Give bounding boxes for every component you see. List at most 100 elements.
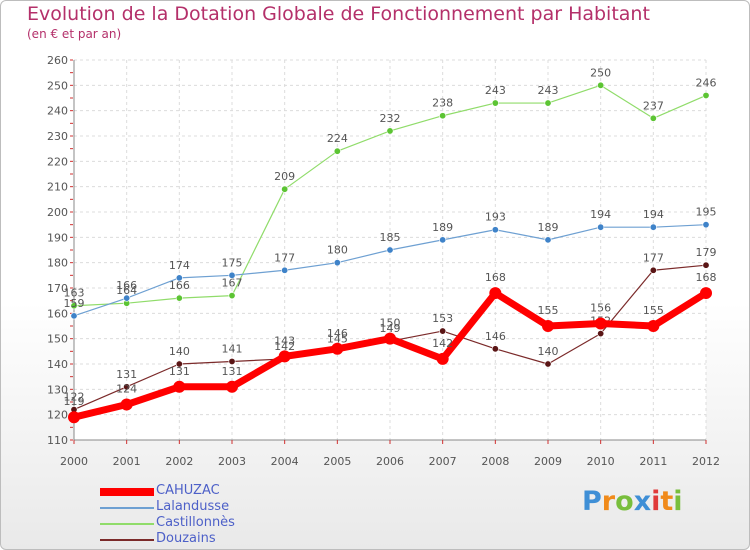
data-label-castillonnes: 237 [643,99,664,112]
data-label-cahuzac: 168 [485,271,506,284]
y-tick-label: 230 [47,130,68,143]
data-label-douzains: 149 [380,322,401,335]
data-point-castillonnes [175,294,183,302]
y-tick-label: 260 [47,54,68,67]
x-tick-label: 2011 [639,455,667,468]
data-point-lalandusse [281,266,289,274]
data-point-castillonnes [228,292,236,300]
data-point-castillonnes [281,185,289,193]
data-point-lalandusse [649,223,657,231]
data-point-cahuzac [489,287,502,300]
x-tick-label: 2001 [113,455,141,468]
data-label-cahuzac: 168 [696,271,717,284]
data-label-castillonnes: 163 [64,287,85,300]
data-label-lalandusse: 180 [327,244,348,257]
data-point-cahuzac [384,332,396,345]
data-point-castillonnes [649,114,657,122]
data-point-cahuzac [331,342,344,355]
data-label-lalandusse: 189 [538,221,559,234]
y-tick-label: 160 [47,307,68,320]
legend-swatch [100,488,154,496]
data-point-lalandusse [544,236,552,244]
data-label-cahuzac: 156 [590,301,611,314]
y-tick-label: 140 [47,358,68,371]
data-label-douzains: 131 [116,368,137,381]
legend-label: Castillonnès [156,515,235,530]
y-tick-label: 110 [47,434,68,447]
data-point-castillonnes [386,127,394,135]
legend-label: Douzains [156,531,216,546]
data-label-cahuzac: 155 [538,304,559,317]
data-point-cahuzac [226,380,238,393]
data-point-douzains [597,330,605,338]
data-label-lalandusse: 194 [590,208,611,221]
data-point-cahuzac [436,352,449,365]
data-point-douzains [702,261,710,269]
data-point-castillonnes [491,99,499,107]
data-label-lalandusse: 194 [643,208,664,221]
data-point-douzains [175,360,183,368]
data-point-lalandusse [175,274,183,282]
x-tick-label: 2008 [481,455,509,468]
data-point-castillonnes [333,147,341,155]
chart-subtitle: (en € et par an) [27,27,122,41]
data-point-douzains [544,360,552,368]
x-tick-label: 2009 [534,455,562,468]
data-label-castillonnes: 164 [116,284,137,297]
y-tick-label: 210 [47,181,68,194]
data-point-lalandusse [123,294,131,302]
logo-letter: r [601,486,616,517]
y-tick-label: 180 [47,257,68,270]
data-point-cahuzac [700,287,712,300]
data-point-douzains [228,357,236,365]
logo-letter: i [651,486,661,517]
data-point-cahuzac [594,317,607,330]
data-point-castillonnes [70,302,78,310]
data-label-douzains: 122 [64,391,85,404]
y-tick-label: 250 [47,79,68,92]
x-tick-label: 2012 [692,455,720,468]
data-label-lalandusse: 174 [169,259,190,272]
y-tick-label: 220 [47,155,68,168]
x-tick-label: 2005 [323,455,351,468]
data-point-douzains [491,345,499,353]
data-label-douzains: 140 [169,345,190,358]
data-label-cahuzac: 131 [169,365,190,378]
y-tick-label: 240 [47,105,68,118]
data-point-douzains [649,266,657,274]
x-tick-label: 2010 [587,455,615,468]
data-label-douzains: 179 [696,246,717,259]
y-tick-label: 150 [47,333,68,346]
y-tick-label: 190 [47,231,68,244]
data-label-cahuzac: 124 [116,383,137,396]
data-point-cahuzac [120,398,133,411]
x-tick-label: 2003 [218,455,246,468]
data-point-cahuzac [173,380,186,393]
y-tick-label: 170 [47,282,68,295]
data-point-castillonnes [439,112,447,120]
data-label-castillonnes: 224 [327,132,348,145]
data-label-cahuzac: 143 [274,334,295,347]
data-point-lalandusse [597,223,605,231]
data-label-lalandusse: 166 [116,279,137,292]
data-label-douzains: 140 [538,345,559,358]
x-tick-label: 2000 [60,455,88,468]
logo-letter: x [633,486,652,517]
data-point-lalandusse [491,226,499,234]
data-label-douzains: 145 [327,332,348,345]
data-point-cahuzac [68,411,80,424]
data-label-douzains: 146 [485,330,506,343]
data-point-douzains [123,383,131,391]
data-label-douzains: 141 [222,342,243,355]
logo-letter: i [673,486,683,517]
data-label-castillonnes: 209 [274,170,295,183]
data-label-castillonnes: 250 [590,66,611,79]
data-label-cahuzac: 146 [327,327,348,340]
data-point-lalandusse [333,259,341,267]
data-label-castillonnes: 232 [380,112,401,125]
data-label-cahuzac: 119 [64,395,85,408]
data-label-cahuzac: 142 [432,337,453,350]
data-label-cahuzac: 150 [380,317,401,330]
data-label-lalandusse: 177 [274,251,295,264]
